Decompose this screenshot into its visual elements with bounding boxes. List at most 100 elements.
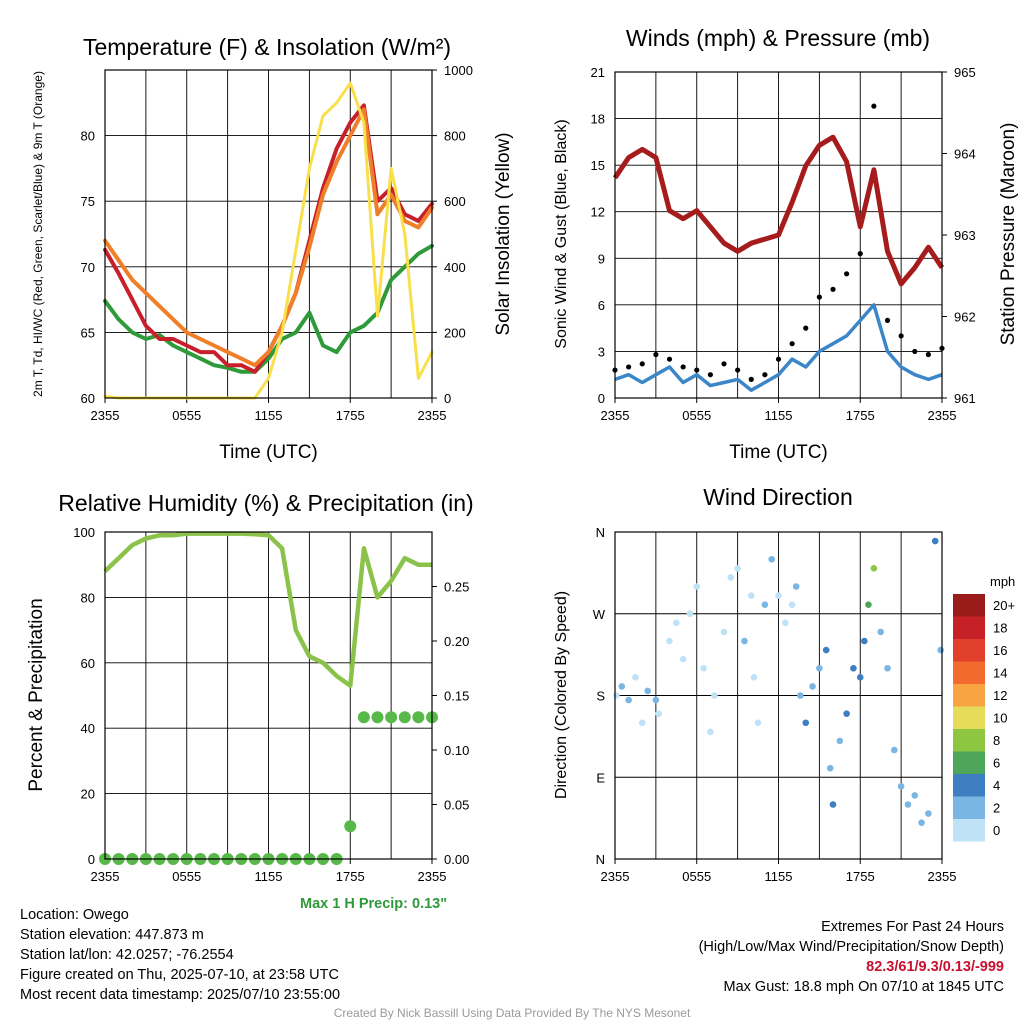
- y2-tick-label: 0.15: [444, 689, 469, 704]
- max-precip-label: Max 1 H Precip: 0.13": [300, 896, 448, 912]
- rh-line: [103, 531, 432, 688]
- direction-point: [816, 664, 823, 672]
- x-tick-label: 2355: [601, 869, 630, 884]
- gust-point: [680, 364, 686, 370]
- x-tick-label: 1155: [255, 408, 283, 423]
- x-tick-label: 2355: [91, 869, 120, 884]
- y2-tick-label: 200: [444, 325, 466, 340]
- y2-axis-label: Station Pressure (Maroon): [998, 123, 1019, 346]
- direction-point: [644, 687, 651, 695]
- x-tick-label: 1155: [765, 408, 793, 423]
- direction-point: [911, 792, 919, 799]
- direction-point: [707, 728, 714, 736]
- direction-point: [891, 746, 898, 754]
- direction-point: [836, 737, 844, 745]
- y-axis-label: Percent & Precipitation: [26, 598, 47, 791]
- y-tick-label: 20: [81, 787, 95, 802]
- gust-point: [857, 251, 863, 257]
- direction-point: [829, 801, 837, 808]
- x-axis-label: Time (UTC): [729, 442, 828, 463]
- direction-point: [747, 592, 755, 599]
- elevation-text: Station elevation: 447.873 m: [20, 927, 204, 943]
- direction-point: [638, 719, 646, 727]
- direction-point: [843, 710, 850, 717]
- series-line-2: [103, 107, 434, 368]
- colorbar-label: 8: [993, 733, 1000, 748]
- chart-title: Relative Humidity (%) & Precipitation (i…: [58, 490, 473, 516]
- x-tick-label: 2355: [91, 408, 120, 423]
- direction-point: [652, 696, 660, 704]
- colorbar-swatch: [953, 616, 985, 639]
- direction-point: [931, 537, 939, 545]
- colorbar-label: 6: [993, 756, 1000, 771]
- direction-point: [809, 683, 816, 690]
- y-tick-label: 60: [81, 656, 95, 671]
- y-tick-label: 3: [598, 344, 605, 359]
- precip-point: [385, 711, 398, 724]
- direction-point: [904, 801, 912, 808]
- max-gust-text: Max Gust: 18.8 mph On 07/10 at 1845 UTC: [723, 979, 1004, 995]
- gust-point: [830, 286, 836, 292]
- direction-point: [711, 692, 718, 699]
- x-tick-label: 2355: [928, 408, 957, 423]
- y-tick-label: 0: [88, 852, 95, 867]
- direction-point: [897, 783, 905, 790]
- direction-point: [870, 565, 878, 572]
- gust-point: [735, 367, 741, 373]
- direction-point: [918, 819, 925, 826]
- station-info: Location: Owego Station elevation: 447.8…: [20, 905, 340, 1005]
- gust-point: [816, 294, 822, 300]
- direction-point: [782, 619, 789, 627]
- x-tick-label: 2355: [418, 869, 447, 884]
- direction-point: [925, 810, 932, 817]
- created-text: Figure created on Thu, 2025-07-10, at 23…: [20, 967, 339, 983]
- x-tick-label: 2355: [418, 408, 447, 423]
- direction-point: [720, 628, 728, 636]
- direction-point: [788, 601, 796, 608]
- direction-point: [856, 674, 864, 681]
- colorbar-swatch: [953, 751, 985, 774]
- precip-point: [371, 711, 384, 724]
- x-tick-label: 1755: [336, 869, 365, 884]
- chart-title: Wind Direction: [703, 484, 853, 510]
- gust-point: [666, 356, 673, 362]
- gust-point: [803, 325, 809, 331]
- y2-tick-label: 0.10: [444, 743, 469, 758]
- plot-frame: [614, 531, 943, 860]
- gust-point: [789, 341, 795, 347]
- y-tick-label: 70: [81, 260, 95, 275]
- recent-text: Most recent data timestamp: 2025/07/10 2…: [20, 987, 341, 1003]
- colorbar-label: 16: [993, 643, 1007, 658]
- gust-point: [871, 103, 877, 109]
- x-tick-label: 1755: [846, 869, 875, 884]
- direction-point: [937, 646, 944, 654]
- colorbar-label: 2: [993, 801, 1000, 816]
- plot-frame: [104, 531, 433, 860]
- direction-point: [792, 583, 800, 590]
- gust-point: [844, 271, 850, 277]
- gust-point: [626, 364, 632, 370]
- y-tick-label: 9: [598, 251, 605, 266]
- direction-point: [865, 601, 872, 608]
- x-tick-label: 0555: [682, 869, 711, 884]
- y-axis-label: Sonic Wind & Gust (Blue, Black): [553, 119, 570, 348]
- direction-point: [884, 664, 891, 672]
- colorbar-label: 10: [993, 711, 1007, 726]
- y-tick-label: 65: [81, 325, 95, 340]
- y2-tick-label: 0.00: [444, 852, 469, 867]
- y-tick-label: 15: [591, 158, 605, 173]
- direction-point: [734, 565, 741, 572]
- extremes-title: Extremes For Past 24 Hours: [821, 919, 1004, 935]
- colorbar-label: 18: [993, 621, 1007, 636]
- y-tick-label: 6: [598, 298, 605, 313]
- direction-point: [822, 646, 830, 654]
- precip-point: [357, 711, 370, 724]
- y-axis-label: 2m T, Td, HI/WC (Red, Green, Scarlet/Blu…: [31, 71, 45, 397]
- y2-tick-label: 0.20: [444, 634, 469, 649]
- x-tick-label: 1755: [336, 408, 365, 423]
- colorbar-label: 20+: [993, 598, 1015, 613]
- gust-point: [653, 351, 659, 358]
- gust-point: [639, 361, 645, 367]
- direction-point: [797, 692, 804, 699]
